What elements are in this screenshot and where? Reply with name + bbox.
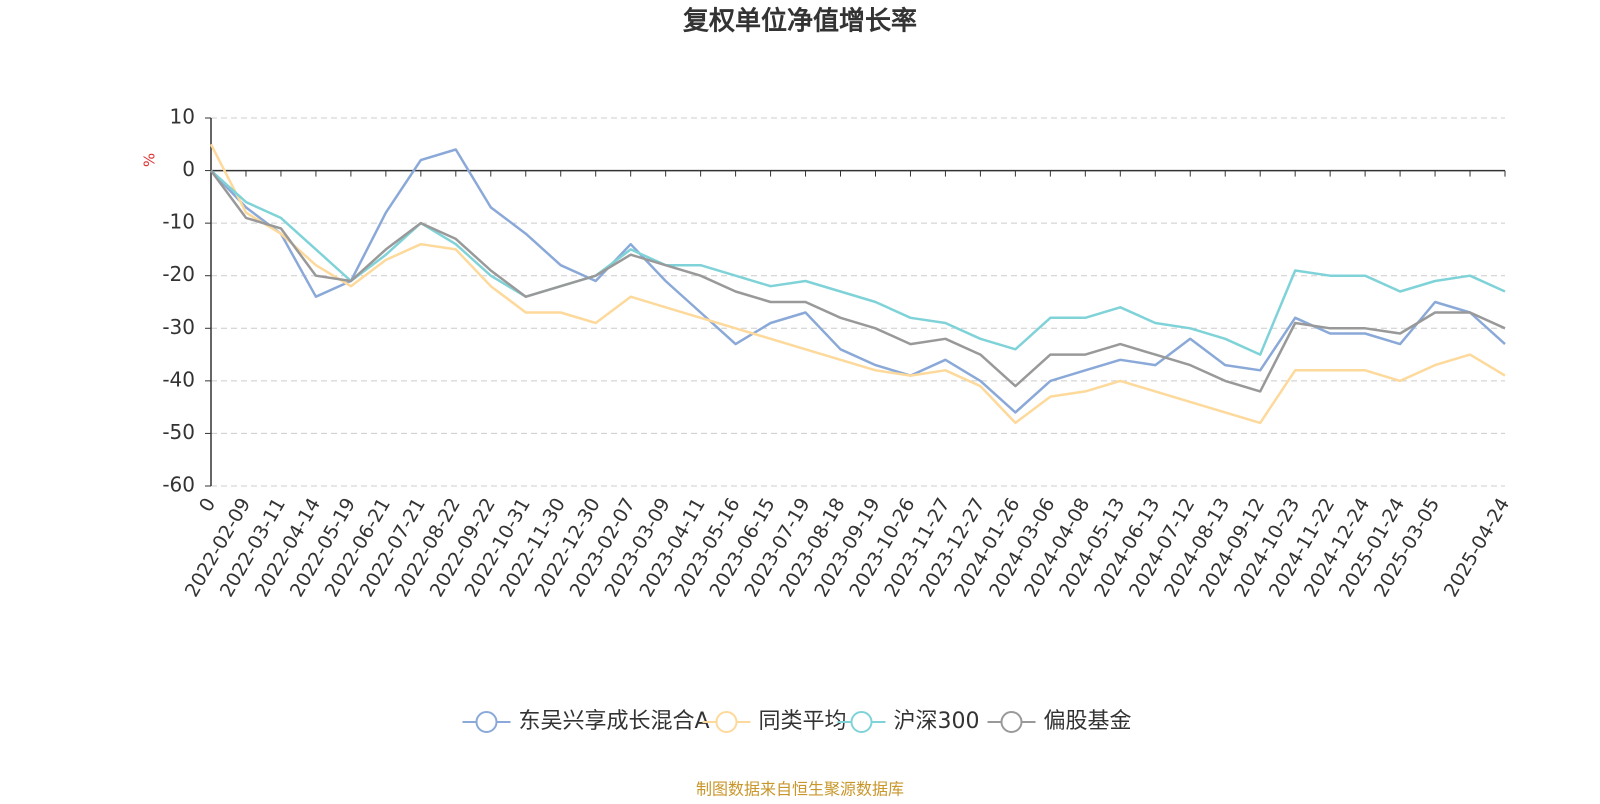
chart-title: 复权单位净值增长率 [683,6,917,37]
legend-item[interactable]: 同类平均 [702,709,847,734]
legend-label: 同类平均 [759,709,847,734]
legend-label: 东吴兴享成长混合A [519,709,710,734]
legend-marker [715,711,738,733]
y-tick-label: -10 [162,210,195,234]
legend-marker [475,711,498,733]
y-tick-label: -30 [162,315,195,339]
legend-label: 偏股基金 [1044,709,1132,734]
legend-marker [1000,711,1023,733]
legend-item[interactable]: 东吴兴享成长混合A [462,709,710,734]
legend-item[interactable]: 沪深300 [837,709,980,734]
x-tick-label: 0 [195,494,220,515]
legend-item[interactable]: 偏股基金 [987,709,1132,734]
y-axis-label: % [141,153,159,167]
y-tick-label: 0 [182,157,195,181]
source-note: 制图数据来自恒生聚源数据库 [696,780,904,799]
series-line [209,143,1506,425]
y-tick-label: -40 [162,367,195,391]
legend-marker [850,711,873,733]
y-tick-label: -60 [162,473,195,497]
series-line [209,169,1506,393]
y-tick-label: -50 [162,420,195,444]
y-tick-label: -20 [162,262,195,286]
series-line [210,148,1506,414]
x-tick-label: 2025-04-24 [1440,494,1514,601]
y-tick-label: 10 [170,105,195,129]
series-line [210,169,1506,356]
legend-label: 沪深300 [894,709,980,734]
